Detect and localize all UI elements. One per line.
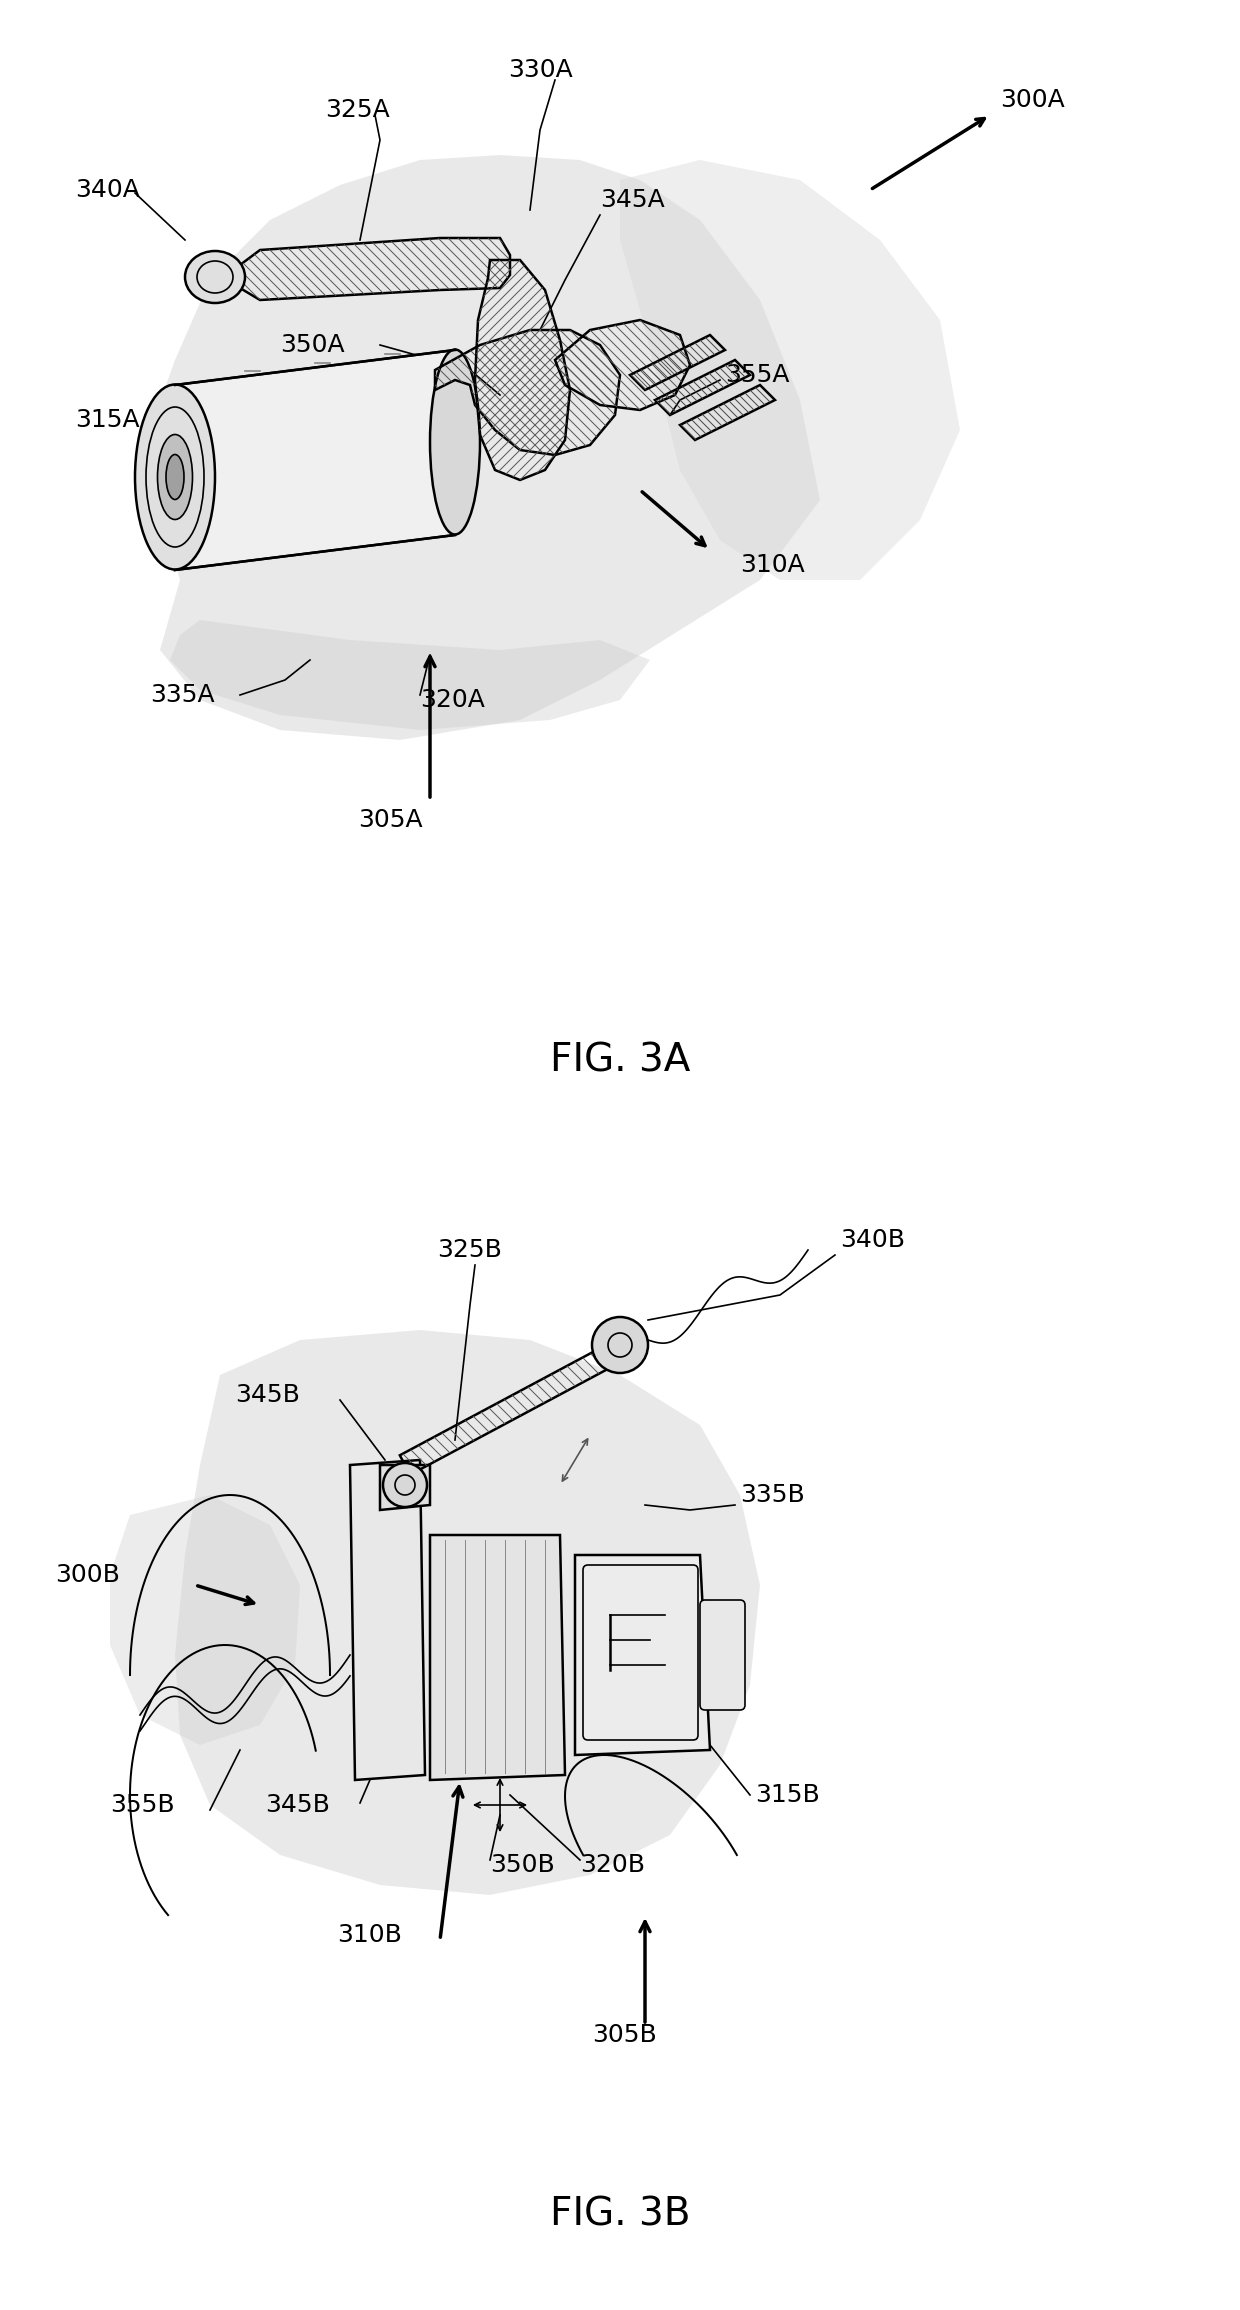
Text: 305A: 305A [357, 808, 423, 832]
Ellipse shape [185, 252, 246, 303]
Text: 300B: 300B [55, 1564, 120, 1587]
Polygon shape [379, 1465, 430, 1511]
Polygon shape [430, 1536, 565, 1781]
Polygon shape [175, 1331, 760, 1894]
Ellipse shape [135, 383, 215, 571]
Text: 355B: 355B [110, 1793, 175, 1818]
Text: 345A: 345A [600, 187, 665, 213]
Text: 330A: 330A [507, 58, 573, 81]
Text: 350A: 350A [280, 333, 345, 358]
Text: 320B: 320B [580, 1853, 645, 1878]
Ellipse shape [430, 349, 480, 534]
Polygon shape [350, 1460, 425, 1781]
Text: 315B: 315B [755, 1783, 820, 1806]
Polygon shape [175, 351, 455, 571]
Circle shape [383, 1462, 427, 1506]
Circle shape [591, 1317, 649, 1372]
Polygon shape [575, 1555, 711, 1756]
Polygon shape [150, 155, 820, 739]
Text: FIG. 3B: FIG. 3B [549, 2197, 691, 2234]
Text: 335B: 335B [740, 1483, 805, 1506]
Text: 345B: 345B [236, 1384, 300, 1407]
Text: 335A: 335A [150, 684, 215, 707]
Text: 340B: 340B [839, 1229, 905, 1252]
Text: 310A: 310A [740, 552, 805, 578]
Text: 350B: 350B [490, 1853, 554, 1878]
Text: 305B: 305B [593, 2024, 657, 2047]
Text: 325A: 325A [325, 97, 389, 122]
FancyBboxPatch shape [701, 1601, 745, 1709]
Text: FIG. 3A: FIG. 3A [549, 1042, 691, 1079]
Text: 320A: 320A [420, 688, 485, 711]
Polygon shape [620, 159, 960, 580]
Ellipse shape [157, 434, 192, 520]
Text: 345B: 345B [265, 1793, 330, 1818]
Text: 300A: 300A [999, 88, 1065, 111]
Text: 355A: 355A [725, 363, 790, 388]
Text: 340A: 340A [74, 178, 140, 201]
Ellipse shape [166, 455, 184, 499]
Polygon shape [110, 1495, 300, 1744]
Polygon shape [170, 619, 650, 730]
Text: 315A: 315A [74, 409, 140, 432]
Text: 310B: 310B [337, 1922, 403, 1947]
Text: 325B: 325B [438, 1238, 502, 1261]
